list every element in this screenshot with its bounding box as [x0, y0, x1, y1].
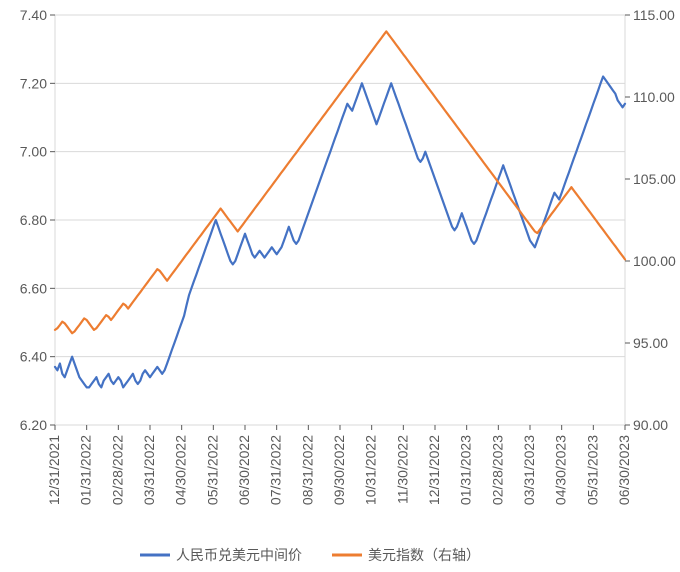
y-left-label: 7.20	[20, 75, 47, 91]
x-label: 03/31/2023	[521, 435, 537, 505]
legend-label: 美元指数（右轴）	[368, 547, 480, 563]
y-right-label: 95.00	[633, 335, 668, 351]
x-label: 07/31/2022	[268, 435, 284, 505]
x-label: 02/28/2023	[489, 435, 505, 505]
x-label: 06/30/2023	[616, 435, 632, 505]
x-label: 02/28/2022	[109, 435, 125, 505]
y-right-label: 115.00	[633, 7, 675, 23]
x-label: 04/30/2022	[173, 435, 189, 505]
x-label: 11/30/2022	[394, 435, 410, 504]
x-label: 06/30/2022	[236, 435, 252, 505]
x-label: 01/31/2023	[458, 435, 474, 505]
y-left-label: 6.20	[20, 417, 47, 433]
x-label: 12/31/2022	[426, 435, 442, 505]
y-right-label: 105.00	[633, 171, 676, 187]
x-label: 08/31/2022	[299, 435, 315, 505]
legend-label: 人民币兑美元中间价	[176, 547, 302, 563]
x-label: 05/31/2022	[204, 435, 220, 505]
y-left-label: 6.40	[20, 349, 47, 365]
x-label: 01/31/2022	[78, 435, 94, 505]
y-right-label: 90.00	[633, 417, 668, 433]
x-label: 05/31/2023	[584, 435, 600, 505]
series-line	[55, 77, 625, 388]
x-label: 03/31/2022	[141, 435, 157, 505]
y-left-label: 6.80	[20, 212, 47, 228]
chart-container: 6.20 6.40 6.60 6.80 7.00 7.20 7.40 90.00 95.00 10…	[0, 0, 680, 572]
x-label: 09/30/2022	[331, 435, 347, 505]
y-left-label: 7.00	[20, 144, 47, 160]
x-label: 12/31/2021	[46, 435, 62, 505]
x-label: 10/31/2022	[363, 435, 379, 505]
line-chart: 6.20 6.40 6.60 6.80 7.00 7.20 7.40 90.00 95.00 10…	[0, 0, 680, 572]
y-right-label: 110.00	[633, 89, 675, 105]
y-left-label: 7.40	[20, 7, 47, 23]
y-right-label: 100.00	[633, 253, 676, 269]
y-left-label: 6.60	[20, 280, 47, 296]
x-label: 04/30/2023	[553, 435, 569, 505]
